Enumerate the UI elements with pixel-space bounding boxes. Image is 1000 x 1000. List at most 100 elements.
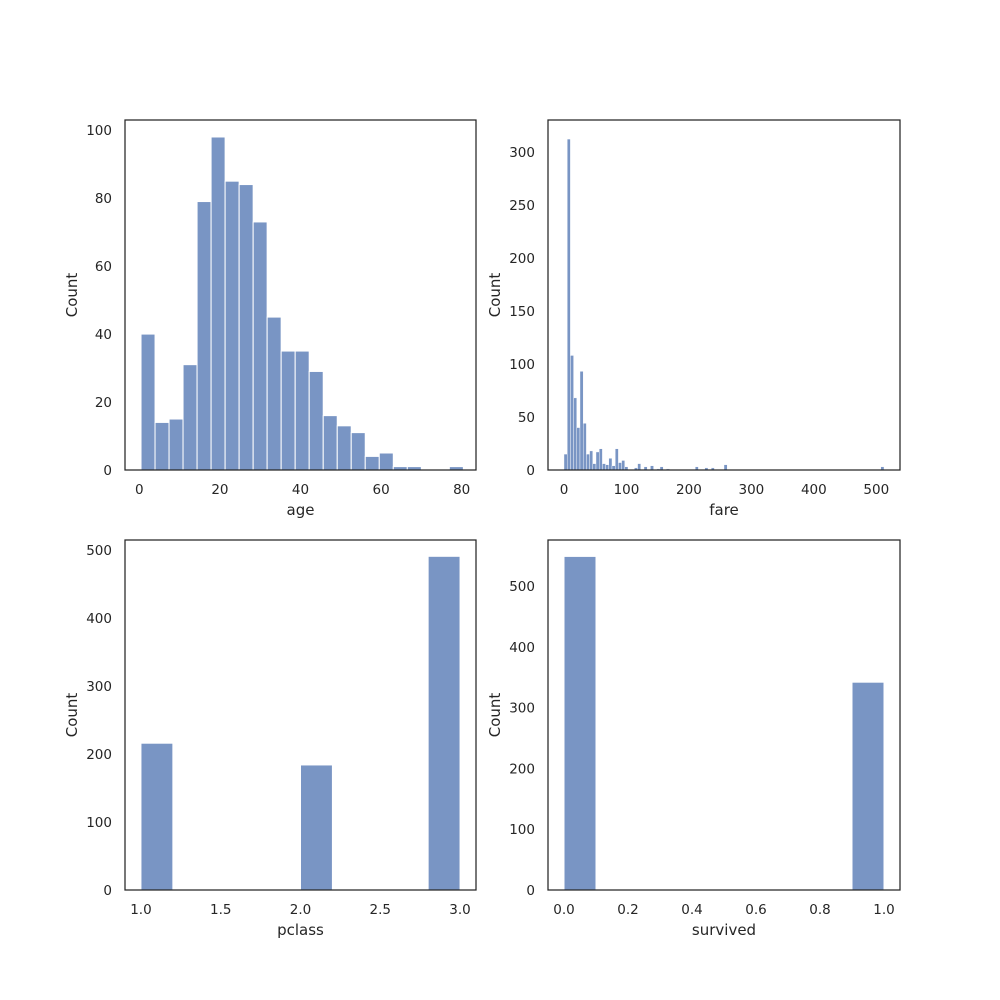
fare-bar: [579, 371, 584, 471]
pclass-bars: [140, 555, 461, 891]
fare-x-tick-label: 200: [676, 482, 702, 498]
age-bar: [308, 370, 324, 471]
survived-y-tick-label: 300: [509, 701, 535, 717]
fare-x-tick-label: 400: [801, 482, 827, 498]
age-axes-frame: [124, 119, 477, 471]
survived-bar: [851, 681, 885, 891]
age-y-tick-label: 20: [95, 395, 112, 411]
age-y-axis-label: Count: [63, 273, 81, 318]
pclass-axes-frame: [124, 539, 477, 891]
fare-bar: [573, 397, 577, 471]
survived-y-tick-label: 500: [509, 579, 535, 595]
fare-bar: [605, 464, 609, 471]
survived-bar: [563, 555, 597, 891]
age-x-tick-label: 20: [211, 482, 228, 498]
survived-x-axis-label: survived: [692, 921, 756, 939]
age-bar: [196, 201, 212, 471]
survived-y-tick-label: 0: [526, 883, 535, 899]
fare-bar: [570, 355, 574, 471]
fare-y-tick-label: 200: [509, 251, 535, 267]
age-bar: [336, 425, 352, 471]
fare-x-axis-label: fare: [709, 501, 739, 519]
pclass-y-tick-label: 400: [86, 611, 112, 627]
age-bar: [280, 350, 296, 471]
age-x-tick-label: 80: [453, 482, 470, 498]
survived-x-tick-label: 1.0: [873, 902, 894, 918]
age-bar: [140, 333, 156, 471]
survived-histogram-panel: 0.0 0.2 0.4 0.6 0.8 1.0 0 100 200 300 400 500 surviv…: [486, 539, 901, 939]
pclass-y-tick-label: 100: [86, 815, 112, 831]
survived-y-axis-label: Count: [486, 693, 504, 738]
age-y-tick-label: 0: [103, 463, 112, 479]
pclass-y-tick-label: 300: [86, 679, 112, 695]
age-bar: [252, 221, 268, 471]
age-bar: [350, 432, 366, 471]
pclass-x-tick-label: 2.0: [290, 902, 311, 918]
age-y-tick-label: 100: [86, 123, 112, 139]
survived-y-tick-label: 200: [509, 761, 535, 777]
fare-y-tick-label: 100: [509, 357, 535, 373]
age-bar: [210, 136, 226, 471]
fare-x-tick-label: 0: [560, 482, 569, 498]
fare-bar: [586, 453, 590, 471]
survived-y-tick-label: 100: [509, 822, 535, 838]
fare-bar: [650, 465, 654, 471]
survived-bars: [563, 555, 885, 891]
pclass-x-tick-label: 2.5: [370, 902, 391, 918]
age-y-tick-label: 40: [95, 327, 112, 343]
pclass-x-tick-label: 1.5: [210, 902, 231, 918]
fare-y-tick-label: 150: [509, 304, 535, 320]
fare-bar: [598, 448, 603, 471]
fare-bar: [589, 450, 593, 471]
pclass-bar: [427, 555, 461, 891]
fare-bar: [637, 463, 641, 471]
pclass-x-tick-label: 3.0: [449, 902, 470, 918]
age-bar: [266, 316, 282, 471]
age-x-tick-label: 40: [292, 482, 309, 498]
fare-axes-frame: [547, 119, 901, 471]
fare-y-tick-label: 250: [509, 198, 535, 214]
fare-bar: [566, 138, 571, 471]
pclass-y-tick-label: 200: [86, 747, 112, 763]
pclass-bar: [300, 764, 333, 891]
pclass-bar: [140, 742, 174, 891]
fare-histogram-panel: 0 100 200 300 400 500050100150200250300fareCo…: [486, 119, 901, 519]
fare-y-tick-label: 300: [509, 145, 535, 161]
fare-y-axis-label: Count: [486, 273, 504, 318]
pclass-y-axis-label: Count: [63, 693, 81, 738]
age-bar: [238, 184, 254, 471]
fare-y-tick-label: 0: [526, 463, 535, 479]
fare-bar: [618, 462, 622, 471]
fare-x-tick-label: 500: [863, 482, 889, 498]
survived-x-tick-label: 0.6: [745, 902, 766, 918]
age-y-tick-label: 60: [95, 259, 112, 275]
pclass-y-tick-label: 500: [86, 543, 112, 559]
age-bar: [182, 364, 198, 471]
age-bar: [364, 455, 380, 471]
pclass-y-tick-label: 0: [103, 883, 112, 899]
fare-bar: [563, 453, 568, 471]
fare-x-tick-label: 100: [614, 482, 640, 498]
age-bars: [140, 136, 464, 471]
age-x-tick-label: 60: [372, 482, 389, 498]
fare-bar: [614, 448, 619, 471]
survived-x-tick-label: 0.0: [553, 902, 574, 918]
pclass-x-axis-label: pclass: [277, 921, 324, 939]
fare-bar: [608, 458, 613, 471]
age-bar: [322, 415, 338, 471]
age-bar: [168, 418, 184, 471]
pclass-histogram-panel: 1.0 1.5 2.0 2.5 3.0 0 100 200 300 400 500 pclass Cou…: [63, 539, 477, 939]
pclass-x-tick-label: 1.0: [130, 902, 151, 918]
fare-bar: [621, 460, 625, 471]
age-bar: [154, 421, 170, 471]
fare-bar: [595, 451, 600, 471]
fare-bar: [592, 463, 597, 471]
age-x-axis-label: age: [287, 501, 315, 519]
survived-x-tick-label: 0.4: [681, 902, 702, 918]
age-histogram-panel: 0 20 40 60 80 0 20 40 60 80 100 age Count: [63, 119, 477, 519]
age-bar: [294, 350, 310, 471]
age-y-tick-label: 80: [95, 191, 112, 207]
survived-axes-frame: [547, 539, 901, 891]
survived-y-tick-label: 400: [509, 640, 535, 656]
